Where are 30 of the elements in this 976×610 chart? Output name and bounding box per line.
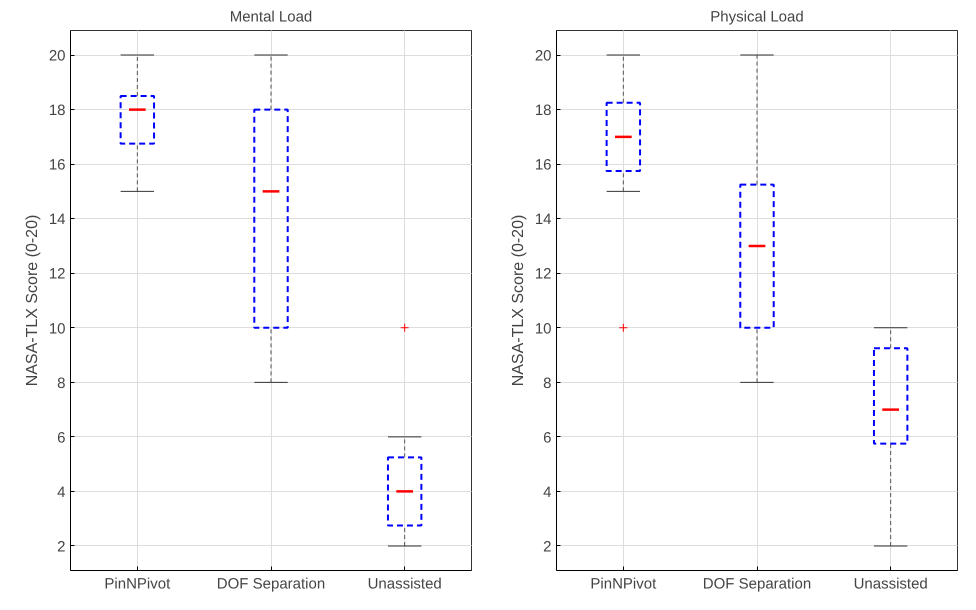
y-tick-label: 10 [48,320,66,338]
y-tick-label: 12 [534,266,552,283]
y-tick-label: 2 [57,538,66,556]
y-tick-label: 8 [543,374,552,392]
x-tick-label: DOF Separation [702,576,812,592]
x-tick-label: Unassisted [368,576,442,592]
x-tick-label: PinNPivot [104,576,172,592]
y-tick-label: 4 [543,484,552,501]
y-tick-label: 14 [48,211,66,228]
y-tick-label: 6 [543,429,552,446]
chart-title: Mental Load [230,8,312,26]
y-tick-label: 6 [57,429,66,446]
y-axis-title: NASA-TLX Score (0-20) [510,214,527,386]
y-tick-label: 14 [534,211,552,228]
chart-title: Physical Load [710,8,804,26]
y-tick-label: 10 [534,320,552,338]
y-tick-label: 2 [543,538,552,556]
x-tick-label: Unassisted [854,576,928,592]
y-axis-title: NASA-TLX Score (0-20) [24,214,41,386]
y-tick-label: 8 [57,374,66,392]
y-tick-label: 12 [48,266,66,283]
y-tick-label: 18 [48,102,66,120]
y-tick-label: 18 [534,102,552,120]
x-tick-label: DOF Separation [216,576,326,592]
y-tick-label: 20 [534,48,552,65]
y-tick-label: 16 [534,156,552,174]
y-tick-label: 16 [48,156,66,174]
y-tick-label: 4 [57,484,66,501]
y-tick-label: 20 [48,48,66,65]
x-tick-label: PinNPivot [590,576,658,592]
